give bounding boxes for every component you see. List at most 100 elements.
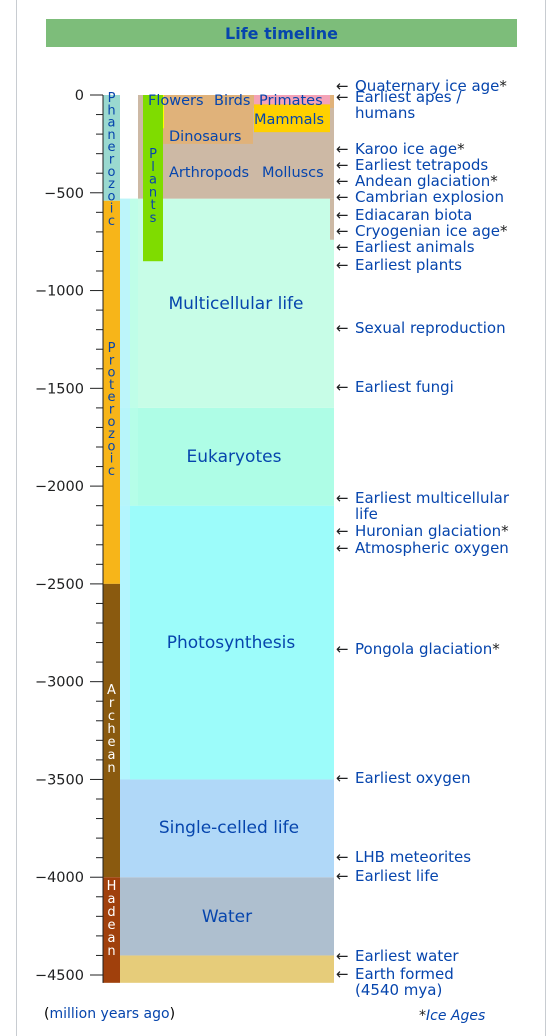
eon-hadean — [103, 877, 120, 983]
label-birds: Birds — [214, 93, 250, 109]
eon-archean — [103, 583, 120, 878]
event-label: Cryogenian ice age* — [355, 222, 508, 240]
units-close: ) — [169, 1006, 176, 1022]
eon-letter-proterozoic: o — [108, 366, 116, 381]
band-earth-formed-band — [120, 955, 334, 983]
label-mammals: Mammals — [254, 112, 324, 128]
event-label: Atmospheric oxygen — [355, 539, 509, 557]
event-arrow: ← — [336, 965, 349, 983]
event-label: Karoo ice age* — [355, 140, 465, 158]
eon-phanerozoic — [103, 95, 120, 201]
timeline-title: Life timeline — [46, 19, 517, 47]
y-axis-tick-label: −2000 — [35, 479, 84, 495]
event-arrow: ← — [336, 640, 349, 658]
eon-letter-phanerozoic: h — [107, 103, 115, 118]
label-primates: Primates — [259, 93, 323, 109]
event-arrow: ← — [336, 769, 349, 787]
event-arrow: ← — [336, 238, 349, 256]
event-label: LHB meteorites — [355, 848, 471, 866]
units-link[interactable]: million years ago — [49, 1006, 170, 1022]
eon-letter-proterozoic: o — [108, 415, 116, 430]
label-molluscs: Molluscs — [262, 165, 324, 181]
event-arrow: ← — [336, 947, 349, 965]
y-axis-tick-label: −1000 — [35, 284, 84, 300]
birds-block — [208, 95, 254, 108]
y-axis-tick-label: 0 — [75, 88, 84, 104]
event-label: Earliest fungi — [355, 378, 454, 396]
ice-asterisk: * — [419, 1008, 426, 1024]
y-axis-tick-label: −2500 — [35, 577, 84, 593]
event-label: Earliest tetrapods — [355, 156, 488, 174]
event-label: life — [355, 505, 378, 523]
eon-letter-archean: n — [107, 761, 115, 776]
plants-letter: t — [150, 198, 155, 213]
band-label-single-celled-life: Single-celled life — [159, 818, 299, 838]
y-axis-tick-label: −3500 — [35, 772, 84, 788]
band-eukaryotes — [120, 407, 334, 506]
event-arrow: ← — [336, 206, 349, 224]
band-label-multicellular-life: Multicellular life — [168, 294, 303, 314]
eon-letter-proterozoic: c — [108, 464, 115, 479]
eon-letter-phanerozoic: r — [109, 153, 115, 168]
y-axis-tick-label: −3000 — [35, 675, 84, 691]
eon-letter-proterozoic: i — [110, 452, 114, 467]
y-axis-tick-label: −1500 — [35, 381, 84, 397]
ice-ages-link[interactable]: Ice Ages — [426, 1008, 486, 1024]
label-arthropods: Arthropods — [169, 165, 249, 181]
eon-letter-phanerozoic: o — [108, 189, 116, 204]
event-label: Earliest oxygen — [355, 769, 471, 787]
fauna-tail — [330, 198, 334, 240]
y-axis-tick-label: −500 — [44, 186, 84, 202]
band-label-eukaryotes: Eukaryotes — [187, 447, 282, 467]
eon-letter-proterozoic: P — [108, 341, 116, 356]
eon-letter-archean: a — [108, 748, 116, 763]
eon-letter-hadean: a — [108, 892, 116, 907]
label-flowers: Flowers — [148, 93, 204, 109]
band-water — [120, 877, 334, 956]
units-note: (million years ago) — [44, 1006, 175, 1022]
eon-letter-hadean: d — [107, 905, 115, 920]
units-open: ( — [44, 1006, 50, 1022]
event-arrow: ← — [336, 77, 349, 95]
event-label: humans — [355, 104, 415, 122]
event-label: (4540 mya) — [355, 981, 442, 999]
event-arrow: ← — [336, 156, 349, 174]
event-arrow: ← — [336, 140, 349, 158]
eon-letter-archean: h — [107, 722, 115, 737]
event-label: Earliest water — [355, 947, 459, 965]
ice-ages-note: *Ice Ages — [419, 1008, 485, 1024]
event-label: Quaternary ice age* — [355, 77, 507, 95]
plants-letter: P — [149, 147, 157, 162]
event-arrow: ← — [336, 319, 349, 337]
plants-letter: a — [149, 173, 157, 188]
event-label: Earth formed — [355, 965, 454, 983]
event-label: Earliest life — [355, 867, 439, 885]
eon-letter-hadean: e — [108, 918, 116, 933]
eon-letter-hadean: a — [108, 931, 116, 946]
band-label-water: Water — [202, 907, 252, 927]
event-label: Ediacaran biota — [355, 206, 472, 224]
event-label: Pongola glaciation* — [355, 640, 500, 658]
plants-letter: n — [149, 185, 157, 200]
eon-letter-phanerozoic: P — [108, 91, 116, 106]
eon-letter-hadean: n — [107, 944, 115, 959]
eon-letter-archean: e — [108, 735, 116, 750]
event-label: Huronian glaciation* — [355, 522, 509, 540]
y-axis-tick-label: −4500 — [35, 968, 84, 984]
label-dinosaurs: Dinosaurs — [169, 129, 241, 145]
eon-letter-phanerozoic: z — [108, 177, 115, 192]
event-label: Earliest plants — [355, 256, 462, 274]
event-arrow: ← — [336, 522, 349, 540]
eon-letter-phanerozoic: n — [107, 128, 115, 143]
event-label: Earliest animals — [355, 238, 475, 256]
band-photosynthesis — [120, 505, 334, 780]
eon-letter-proterozoic: r — [109, 353, 115, 368]
eon-letter-proterozoic: t — [109, 378, 114, 393]
band-strip — [120, 198, 130, 780]
band-label-photosynthesis: Photosynthesis — [167, 633, 296, 653]
plants-bar — [143, 95, 163, 262]
eon-letter-hadean: H — [107, 879, 117, 894]
event-arrow: ← — [336, 378, 349, 396]
eon-letter-phanerozoic: i — [110, 202, 114, 217]
